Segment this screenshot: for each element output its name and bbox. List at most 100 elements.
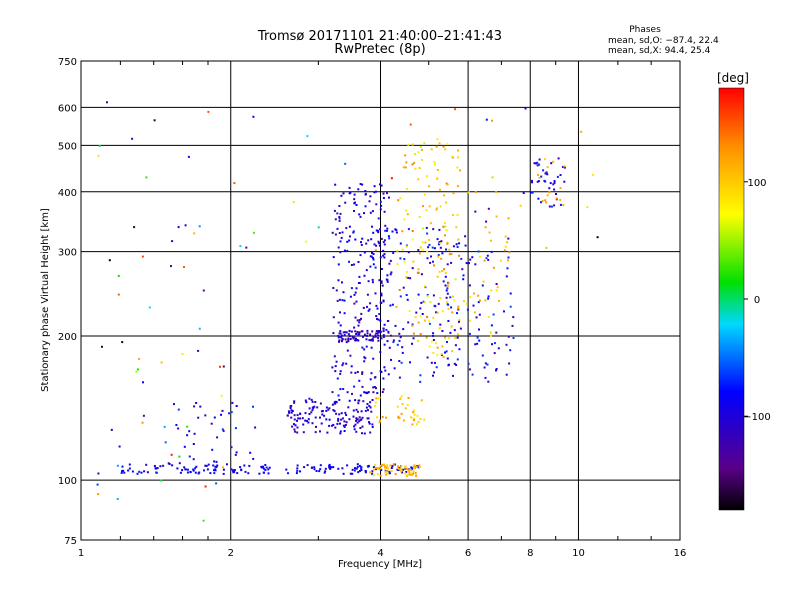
data-point — [354, 201, 356, 204]
data-point — [492, 266, 495, 269]
data-point — [354, 423, 357, 426]
data-point — [186, 434, 189, 437]
data-point — [458, 254, 461, 257]
data-point — [204, 414, 207, 417]
data-point — [459, 327, 462, 330]
data-point — [397, 465, 399, 468]
data-point — [418, 252, 421, 255]
data-point — [580, 130, 583, 133]
data-point — [382, 377, 385, 380]
data-point — [379, 301, 382, 304]
data-point — [358, 464, 361, 467]
data-point — [290, 416, 293, 419]
data-point — [354, 399, 357, 402]
data-point — [370, 372, 373, 375]
data-point — [108, 259, 111, 262]
data-point — [383, 465, 386, 468]
data-point — [550, 205, 553, 208]
data-point — [474, 210, 477, 213]
data-point — [388, 196, 390, 199]
data-point — [444, 284, 447, 287]
data-point — [367, 417, 370, 420]
data-point — [361, 237, 364, 240]
data-point — [326, 431, 329, 434]
data-point — [308, 407, 311, 410]
data-point — [204, 464, 207, 467]
data-point — [400, 361, 403, 364]
colorbar-tick-label: −100 — [743, 412, 770, 423]
data-point — [348, 239, 351, 242]
data-point — [135, 370, 138, 373]
data-point — [441, 252, 444, 255]
data-point — [436, 177, 439, 180]
data-point — [499, 259, 502, 262]
data-point — [562, 204, 565, 206]
data-point — [486, 254, 489, 257]
data-point — [386, 274, 389, 277]
data-point — [160, 479, 163, 482]
data-point — [339, 432, 342, 435]
data-point — [323, 471, 326, 474]
data-point — [478, 313, 481, 316]
data-point — [252, 405, 254, 408]
data-point — [474, 263, 477, 266]
data-point — [417, 339, 419, 342]
data-point — [553, 204, 556, 207]
data-point — [293, 423, 295, 426]
data-point — [207, 463, 210, 466]
data-point — [290, 409, 293, 412]
data-point — [336, 227, 339, 230]
data-point — [344, 331, 346, 334]
data-point — [430, 340, 433, 343]
data-point — [355, 430, 358, 433]
data-point — [446, 303, 449, 306]
data-point — [350, 287, 353, 290]
data-point — [454, 344, 457, 347]
data-point — [487, 380, 490, 383]
data-point — [544, 172, 547, 175]
data-point — [334, 218, 337, 221]
data-point — [458, 242, 461, 245]
data-point — [369, 431, 372, 434]
data-point — [414, 316, 417, 319]
data-point — [289, 407, 292, 410]
y-axis-label: Stationary phase Virtual Height [km] — [40, 208, 51, 392]
data-point — [319, 402, 322, 405]
data-point — [536, 180, 539, 183]
data-point — [374, 401, 377, 404]
data-point — [357, 261, 360, 263]
data-point — [343, 430, 346, 432]
data-point — [419, 374, 422, 377]
data-point — [407, 397, 410, 399]
data-point — [446, 357, 449, 360]
data-point — [444, 225, 447, 228]
data-point — [338, 217, 341, 220]
data-point — [392, 339, 395, 342]
data-point — [239, 466, 242, 469]
data-point — [382, 249, 385, 252]
data-point — [338, 339, 341, 342]
data-point — [412, 332, 415, 335]
data-point — [162, 464, 165, 467]
data-point — [343, 420, 346, 423]
data-point — [348, 260, 350, 263]
data-point — [381, 391, 384, 393]
axis-ticks: 1 2 4 6 8 10 16 75 100 200 300 400 500 600 750 — [58, 57, 686, 559]
data-point — [417, 321, 420, 324]
data-point — [457, 305, 460, 308]
data-point — [337, 334, 340, 337]
data-point — [360, 243, 363, 246]
data-point — [302, 423, 305, 426]
data-point — [376, 318, 378, 320]
data-point — [346, 349, 349, 352]
data-point — [382, 197, 385, 199]
data-point — [405, 187, 408, 190]
data-point — [400, 469, 403, 472]
data-point — [412, 417, 415, 420]
data-point — [386, 464, 388, 467]
data-point — [382, 254, 385, 257]
data-point — [357, 402, 360, 405]
data-point — [136, 368, 139, 371]
data-point — [384, 229, 387, 232]
data-point — [379, 467, 382, 470]
